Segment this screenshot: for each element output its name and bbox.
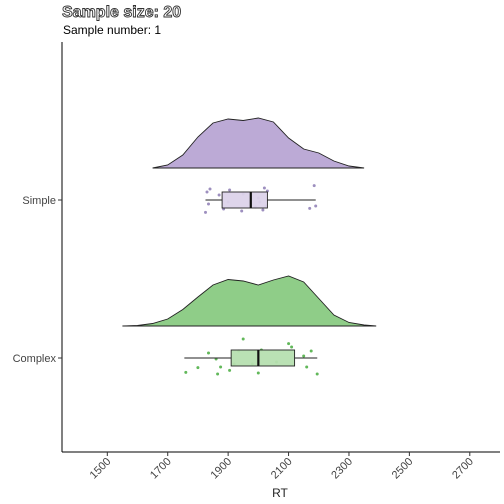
point-complex [219,365,223,369]
x-tick-label: 1700 [148,456,174,482]
point-simple [204,210,207,214]
y-tick-label: Complex [13,353,57,365]
point-simple [314,204,318,208]
point-simple [207,202,210,206]
point-simple [308,206,312,210]
point-simple [205,190,209,194]
point-complex [315,372,319,376]
x-tick-label: 2500 [390,456,416,482]
point-complex [305,365,309,369]
chart-title: Sample size: 20 [62,4,181,21]
plot-area [122,117,377,376]
series-simple [152,117,365,214]
density-complex [122,275,377,327]
point-complex [207,351,210,355]
point-complex [302,354,306,358]
point-complex [256,371,260,375]
x-tick-label: 2100 [269,456,295,482]
point-simple [262,186,266,190]
x-tick-label: 1500 [88,456,114,482]
point-complex [287,342,291,346]
point-complex [290,345,294,349]
box-complex [230,349,296,367]
point-simple [261,208,265,212]
point-simple [217,193,221,197]
density-simple [152,117,365,169]
point-simple [228,188,232,192]
point-complex [241,337,245,341]
point-complex [196,366,200,370]
y-axis-ticks: Simple Complex [13,195,62,365]
x-tick-label: 1900 [208,456,234,482]
y-tick-label: Simple [22,195,56,207]
x-tick-label: 2700 [450,456,476,482]
point-complex [216,372,220,376]
series-complex [122,275,377,376]
point-simple [240,209,244,213]
x-tick-label: 2300 [329,456,355,482]
box-simple [221,191,268,209]
point-simple [208,187,212,191]
point-complex [184,370,188,374]
x-axis-ticks: 1500 1700 1900 2100 2300 2500 2700 [88,452,476,481]
point-simple [312,184,316,188]
x-axis-label: RT [272,486,288,500]
point-complex [228,368,232,372]
point-complex [309,349,313,353]
chart-subtitle: Sample number: 1 [63,23,161,37]
